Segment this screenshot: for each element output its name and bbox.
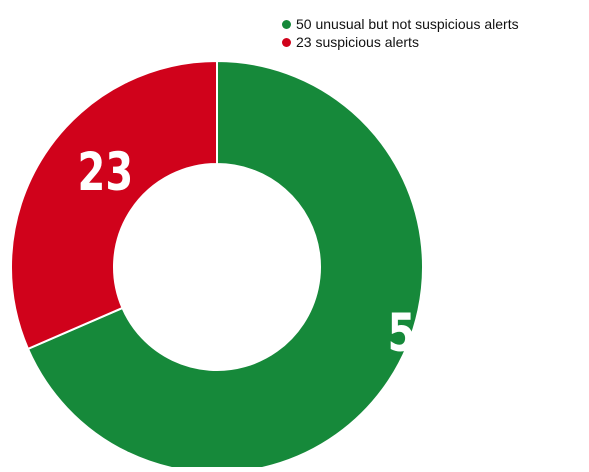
legend-dot-icon-unusual bbox=[282, 19, 291, 29]
donut-slices bbox=[10, 59, 424, 472]
donut-slice-0 bbox=[26, 59, 424, 472]
legend-label-unusual: 50 unusual but not suspicious alerts bbox=[296, 16, 519, 32]
legend-dot-icon-suspicious bbox=[282, 37, 291, 47]
donut-slice-1 bbox=[10, 59, 218, 351]
donut-slice-label-1: 23 bbox=[78, 143, 134, 204]
legend-label-suspicious: 23 suspicious alerts bbox=[296, 34, 419, 50]
legend-item-unusual: 50 unusual but not suspicious alerts bbox=[282, 15, 519, 33]
donut-slice-label-0: 50 bbox=[388, 304, 444, 365]
donut-slice-labels: 50 23 bbox=[78, 143, 444, 365]
chart-legend: 50 unusual but not suspicious alerts 23 … bbox=[282, 15, 519, 51]
legend-item-suspicious: 23 suspicious alerts bbox=[282, 33, 519, 51]
